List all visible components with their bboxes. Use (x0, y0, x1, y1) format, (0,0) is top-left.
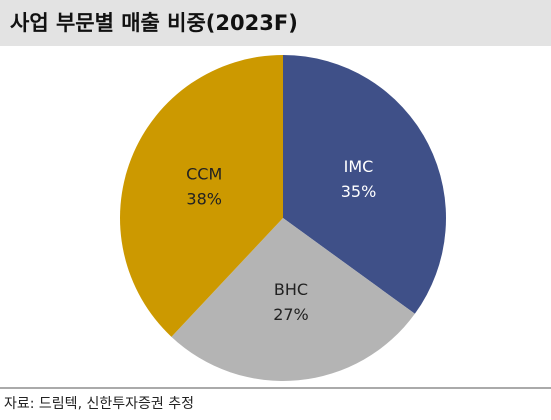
slice-label: BHC (274, 280, 308, 299)
slice-label: IMC (344, 157, 374, 176)
title-bar (0, 0, 551, 46)
slice-label: CCM (186, 164, 222, 183)
pie-slice (120, 55, 283, 337)
pie-slice (171, 218, 415, 381)
source: 자료: 드림텍, 신한투자증권 추정 (4, 396, 194, 412)
pie-slice (283, 55, 446, 314)
value-label: 38% (186, 189, 222, 208)
value-label: 27% (273, 305, 309, 324)
value-label: 35% (341, 182, 377, 201)
chart-title: 사업 부문별 매출 비중(2023F) (10, 11, 298, 35)
